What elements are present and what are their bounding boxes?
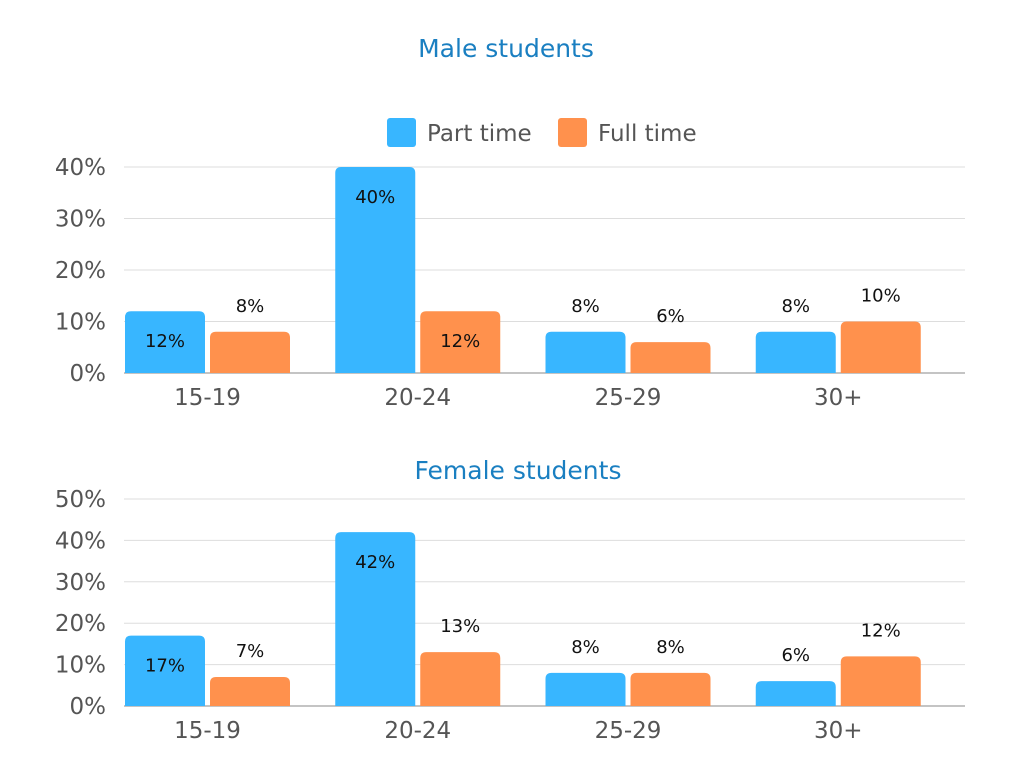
bar-full-time bbox=[210, 331, 290, 373]
legend: Part time Full time bbox=[387, 118, 697, 147]
x-tick-label: 30+ bbox=[814, 718, 863, 744]
x-tick-label: 20-24 bbox=[384, 385, 451, 411]
legend-swatch-full-time bbox=[558, 118, 587, 147]
data-label: 12% bbox=[861, 620, 901, 641]
x-tick-label: 15-19 bbox=[174, 385, 241, 411]
y-tick-label: 20% bbox=[55, 611, 106, 637]
bar-part-time bbox=[335, 532, 416, 706]
data-label: 12% bbox=[440, 331, 480, 352]
bar-part-time bbox=[545, 672, 626, 706]
bar-part-time bbox=[125, 635, 205, 706]
x-tick-label: 30+ bbox=[814, 385, 863, 411]
y-tick-label: 10% bbox=[55, 653, 106, 679]
x-tick-label: 15-19 bbox=[174, 718, 241, 744]
data-label: 17% bbox=[145, 656, 185, 677]
bar-part-time bbox=[125, 311, 205, 373]
y-tick-label: 20% bbox=[55, 258, 106, 284]
y-tick-label: 0% bbox=[70, 694, 107, 720]
bar-full-time bbox=[840, 321, 921, 373]
bar-part-time bbox=[755, 681, 836, 706]
male-chart-title: Male students bbox=[418, 34, 594, 63]
data-label: 6% bbox=[656, 306, 685, 327]
x-tick-label: 25-29 bbox=[595, 718, 662, 744]
bar-full-time bbox=[420, 311, 501, 373]
legend-label-full-time: Full time bbox=[598, 121, 697, 147]
data-label: 6% bbox=[781, 645, 810, 666]
bar-full-time bbox=[210, 677, 290, 706]
bar-part-time bbox=[335, 167, 416, 373]
bar-part-time bbox=[755, 331, 836, 373]
female-chart-title: Female students bbox=[415, 456, 622, 485]
bar-full-time bbox=[420, 652, 501, 706]
data-label: 8% bbox=[656, 637, 685, 658]
y-tick-label: 40% bbox=[55, 528, 106, 554]
bar-full-time bbox=[630, 342, 711, 373]
data-label: 8% bbox=[781, 296, 810, 317]
bar-full-time bbox=[630, 672, 711, 706]
y-tick-label: 0% bbox=[70, 361, 107, 387]
data-label: 8% bbox=[571, 296, 600, 317]
bar-full-time bbox=[840, 656, 921, 706]
x-tick-label: 20-24 bbox=[384, 718, 451, 744]
y-tick-label: 50% bbox=[55, 487, 106, 513]
data-label: 10% bbox=[861, 286, 901, 307]
x-tick-label: 25-29 bbox=[595, 385, 662, 411]
legend-swatch-part-time bbox=[387, 118, 416, 147]
data-label: 7% bbox=[236, 641, 265, 662]
legend-label-part-time: Part time bbox=[427, 121, 532, 147]
male-plot: 0% 10% 20% 30% 40% 12% 8% 15-19 40% 12% 20-24 8% 6% 2… bbox=[55, 155, 965, 411]
y-tick-label: 30% bbox=[55, 207, 106, 233]
y-tick-label: 30% bbox=[55, 570, 106, 596]
bar-part-time bbox=[545, 331, 626, 373]
data-label: 12% bbox=[145, 331, 185, 352]
data-label: 40% bbox=[355, 187, 395, 208]
female-plot: 0% 10% 20% 30% 40% 50% 17% 7% 15-19 42% 13% 20-24 8%… bbox=[55, 487, 965, 744]
y-tick-label: 40% bbox=[55, 155, 106, 181]
data-label: 8% bbox=[236, 296, 265, 317]
data-label: 42% bbox=[355, 552, 395, 573]
y-tick-label: 10% bbox=[55, 310, 106, 336]
data-label: 8% bbox=[571, 637, 600, 658]
data-label: 13% bbox=[440, 616, 480, 637]
